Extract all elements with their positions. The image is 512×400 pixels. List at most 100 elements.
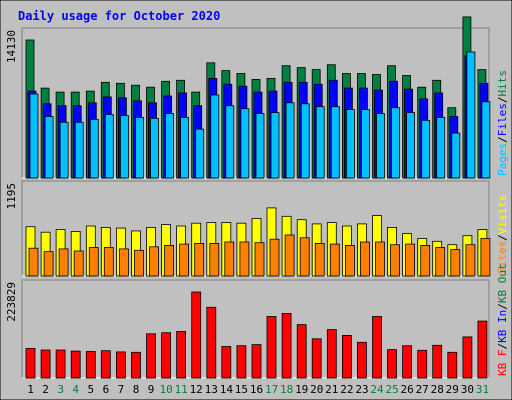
sites-bar <box>58 248 69 277</box>
panel-legend: Pages/Files/Hits <box>496 70 509 176</box>
panel-max-label: 1195 <box>5 183 18 210</box>
kb-bar <box>477 320 488 379</box>
sites-bar <box>209 242 220 277</box>
kb-bar <box>266 316 277 379</box>
pages-bar <box>360 109 370 179</box>
sites-bar <box>119 248 129 277</box>
pages-bar <box>225 105 235 179</box>
kb-bar <box>326 329 337 379</box>
pages-bar <box>391 107 400 179</box>
pages-bar <box>376 113 385 179</box>
day-label: 18 <box>280 383 293 396</box>
kb-bar <box>432 344 443 379</box>
kb-bar <box>70 350 81 379</box>
day-label: 3 <box>57 383 64 396</box>
legend-entry: KB In <box>496 310 509 343</box>
pages-bar <box>150 118 159 179</box>
pages-bar <box>180 117 190 179</box>
legend-entry: KB Out <box>496 263 509 303</box>
day-label: 11 <box>175 383 188 396</box>
pages-bar <box>195 128 205 179</box>
sites-bar <box>405 243 416 277</box>
sites-bar <box>164 244 175 277</box>
pages-bar <box>285 102 295 179</box>
kb-bar <box>236 345 247 379</box>
kb-bar <box>85 351 96 379</box>
day-label: 16 <box>250 383 263 396</box>
day-label: 2 <box>42 383 49 396</box>
pages-bar <box>481 101 491 179</box>
kb-bar <box>296 324 307 379</box>
sites-bar <box>375 241 385 277</box>
pages-bar <box>270 112 280 179</box>
kb-bar <box>387 349 397 379</box>
panel-max-label: 14130 <box>5 30 18 63</box>
kb-bar <box>311 338 322 379</box>
kb-bar <box>100 350 111 379</box>
sites-bar <box>465 244 476 277</box>
pages-bar <box>59 121 69 179</box>
day-label: 9 <box>148 383 155 396</box>
pages-bar <box>135 117 144 179</box>
day-label: 22 <box>340 383 353 396</box>
day-label: 19 <box>295 383 308 396</box>
pages-bar <box>29 93 39 179</box>
sites-bar <box>314 242 325 277</box>
panel-1: 14130 Pages/Files/Hits <box>5 16 509 179</box>
kb-bar <box>161 332 172 379</box>
sites-bar <box>28 247 39 277</box>
pages-bar <box>300 103 310 179</box>
sites-bar <box>224 241 235 277</box>
pages-bar <box>406 112 416 179</box>
kb-bar <box>146 333 156 379</box>
day-label: 31 <box>476 383 489 396</box>
legend-entry: Files <box>496 103 509 136</box>
sites-bar <box>344 244 355 277</box>
kb-bar <box>462 336 473 379</box>
kb-bar <box>447 351 458 379</box>
sites-bar <box>299 237 310 277</box>
day-label: 10 <box>159 383 172 396</box>
day-label: 21 <box>325 383 338 396</box>
day-label: 17 <box>265 383 278 396</box>
day-label: 5 <box>87 383 94 396</box>
sites-bar <box>390 244 400 277</box>
day-label: 30 <box>461 383 474 396</box>
chart-title: Daily usage for October 2020 <box>18 9 220 23</box>
sites-bar <box>435 247 446 277</box>
day-label: 28 <box>431 383 444 396</box>
sites-bar <box>134 249 144 277</box>
pages-bar <box>255 113 265 179</box>
pages-bar <box>466 51 476 179</box>
pages-bar <box>104 114 114 179</box>
panel-legend: KB F/KB In/KB Out <box>496 263 509 376</box>
sites-bar <box>149 246 159 277</box>
day-label: 4 <box>72 383 79 396</box>
day-label: 15 <box>235 383 248 396</box>
kb-bar <box>341 334 352 379</box>
kb-bar <box>281 313 292 379</box>
pages-bar <box>436 117 446 179</box>
sites-bar <box>88 247 99 277</box>
sites-bar <box>239 241 250 277</box>
day-axis-labels: 1 2 3 4 5 6 7 8 9 10 11 12 13 14 15 16 17 18 19 20 21 22 23 24 2… <box>27 383 489 396</box>
pages-bar <box>330 106 340 179</box>
sites-bar <box>450 249 461 277</box>
pages-bar <box>210 94 220 179</box>
day-label: 24 <box>370 383 384 396</box>
sites-bar <box>329 243 340 277</box>
pages-bar <box>74 121 84 179</box>
day-label: 25 <box>385 383 398 396</box>
kb-bar <box>176 331 187 379</box>
legend-separator: / <box>496 234 509 241</box>
kb-bar <box>191 291 202 379</box>
legend-entry: Visits <box>496 195 509 235</box>
panel-2: 1195 Sites/Visits <box>5 180 509 277</box>
day-label: 12 <box>190 383 203 396</box>
kb-bar <box>116 351 126 379</box>
legend-entry: Hits <box>496 70 509 97</box>
